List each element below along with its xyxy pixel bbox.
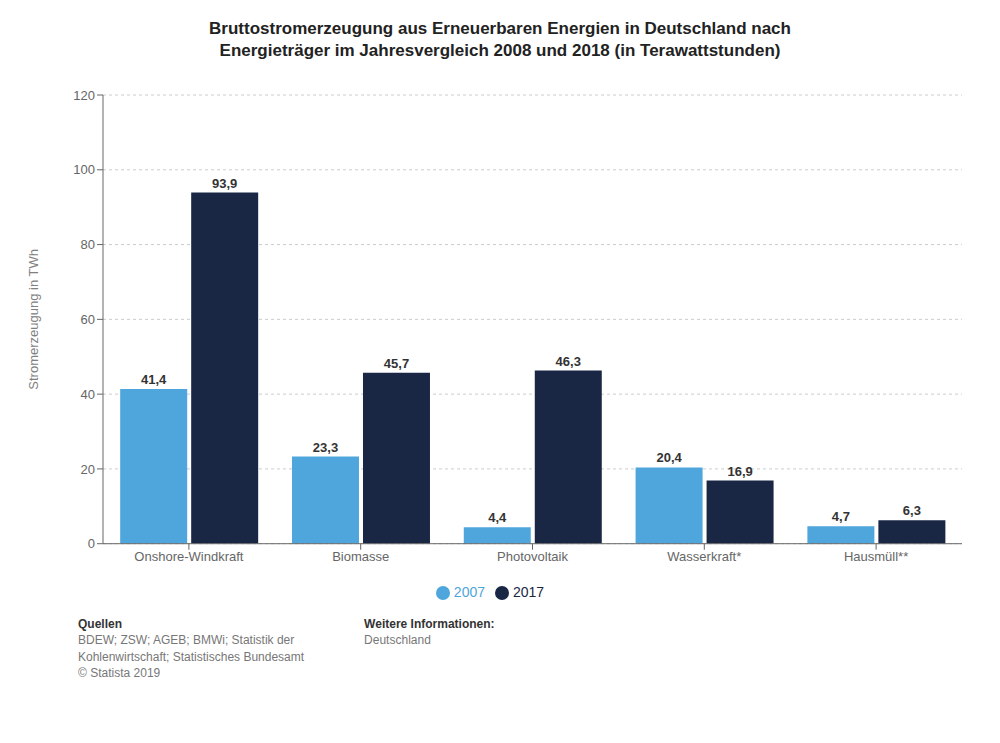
svg-text:23,3: 23,3	[313, 440, 338, 455]
svg-text:100: 100	[73, 163, 95, 178]
svg-text:120: 120	[73, 88, 95, 103]
svg-text:4,7: 4,7	[832, 509, 850, 524]
svg-text:60: 60	[81, 312, 95, 327]
svg-text:41,4: 41,4	[141, 372, 167, 387]
html-text:Weitere Informationen:: Weitere Informationen:	[364, 617, 495, 632]
html-text:2007: 2007	[453, 583, 485, 600]
html-text:Deutschland: Deutschland	[364, 633, 431, 648]
svg-text:46,3: 46,3	[556, 354, 581, 369]
svg-text:Biomasse: Biomasse	[332, 549, 389, 564]
svg-text:16,9: 16,9	[727, 464, 752, 479]
svg-text:80: 80	[81, 237, 95, 252]
svg-text:45,7: 45,7	[384, 356, 409, 371]
html-text:BDEW; ZSW; AGEB; BMWi; Statist: BDEW; ZSW; AGEB; BMWi; Statistik der Koh…	[78, 633, 305, 680]
svg-text:4,4: 4,4	[488, 510, 507, 525]
svg-text:Stromerzeugung in TWh: Stromerzeugung in TWh	[26, 249, 41, 390]
html-text:Bruttostromerzeugung aus Erneu: Bruttostromerzeugung aus Erneuerbaren En…	[209, 19, 791, 61]
html-text:2017: 2017	[513, 583, 545, 600]
html-text:Quellen: Quellen	[78, 617, 122, 632]
svg-text:Wasserkraft*: Wasserkraft*	[667, 549, 741, 564]
svg-text:20: 20	[81, 462, 95, 477]
svg-text:40: 40	[81, 387, 95, 402]
svg-text:93,9: 93,9	[212, 176, 237, 191]
svg-text:Photovoltaik: Photovoltaik	[497, 549, 568, 564]
svg-text:0: 0	[88, 537, 95, 552]
svg-text:6,3: 6,3	[903, 503, 921, 518]
svg-text:20,4: 20,4	[656, 451, 682, 466]
svg-text:Hausmüll**: Hausmüll**	[844, 549, 908, 564]
svg-text:Onshore-Windkraft: Onshore-Windkraft	[134, 549, 243, 564]
